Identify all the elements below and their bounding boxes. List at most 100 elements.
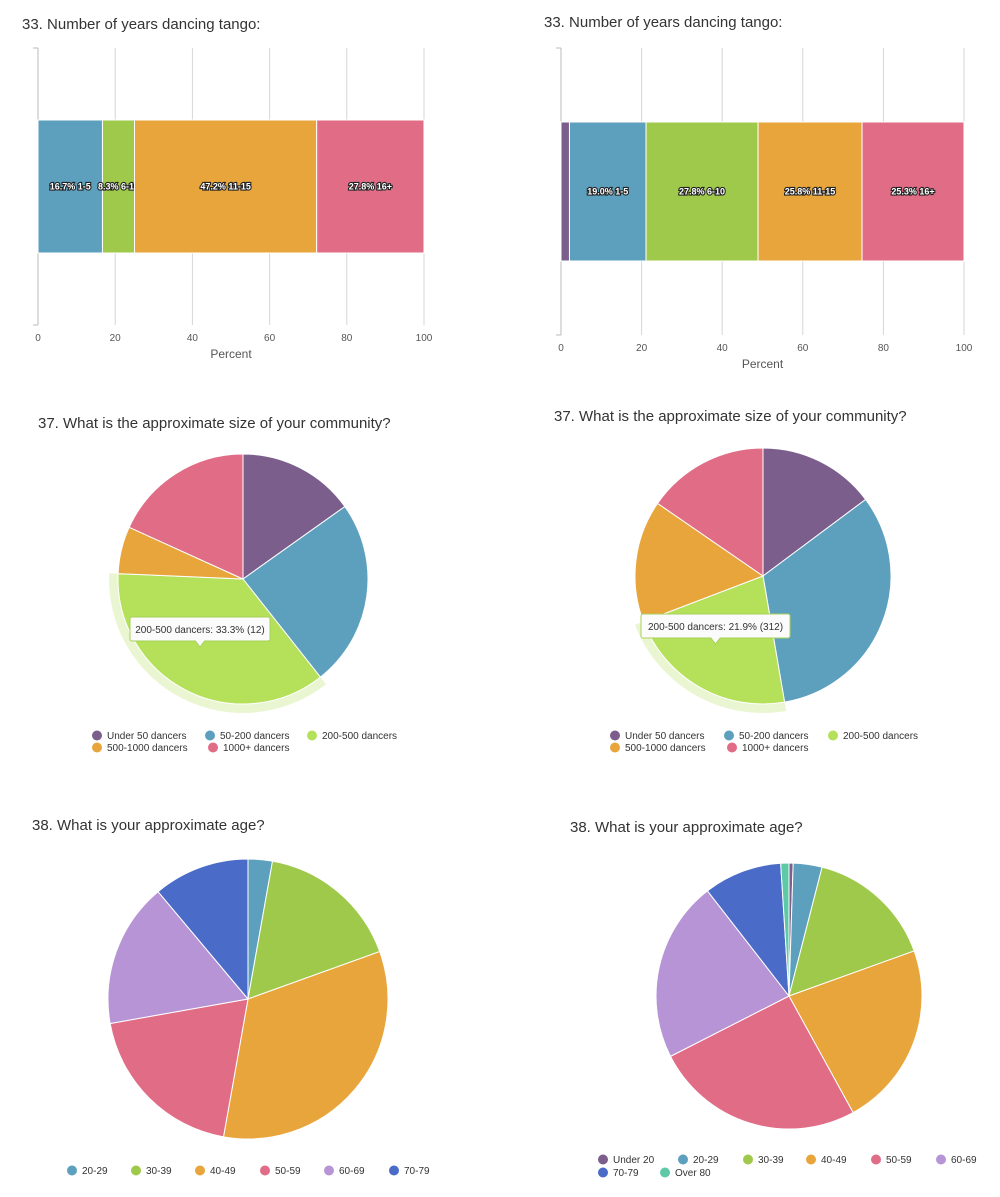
legend-label: 30-39 (758, 1155, 784, 1166)
chart-community-right: 37. What is the approximate size of your… (500, 400, 1000, 770)
pie-slice (762, 498, 892, 703)
x-tick-label: 40 (187, 333, 199, 344)
legend-label: Over 80 (675, 1168, 711, 1179)
legend-swatch (92, 742, 102, 753)
legend-label: Under 20 (613, 1155, 655, 1166)
legend-swatch (610, 742, 620, 753)
tooltip-text: 200-500 dancers: 33.3% (12) (135, 625, 265, 636)
legend-swatch (208, 742, 218, 753)
pie-slice (706, 862, 790, 998)
tooltip: 200-500 dancers: 33.3% (12) (129, 616, 271, 648)
chart-community-left: 37. What is the approximate size of your… (0, 400, 480, 770)
legend-swatch (660, 1167, 670, 1178)
bar-segment (645, 121, 759, 262)
legend-label: 70-79 (404, 1166, 430, 1177)
data-label: 19.0% 1-5 (587, 187, 628, 197)
legend-swatch (936, 1154, 946, 1165)
chart-title: 33. Number of years dancing tango: (544, 14, 783, 31)
data-label: 25.8% 11-15 (785, 187, 836, 197)
x-tick-label: 80 (878, 343, 890, 354)
legend-label: 40-49 (210, 1166, 236, 1177)
pie-slice (655, 890, 790, 1058)
chart-title: 37. What is the approximate size of your… (38, 415, 391, 432)
bar-chart-svg: 0 20 40 60 80 100 19.0% 1-5 27.8% 6-10 25.8% 11-… (556, 47, 973, 371)
pie-chart-svg: 200-500 dancers: 21.9% (312) Under 50 dan… (610, 447, 918, 754)
legend-swatch (205, 730, 215, 741)
legend-label: 200-500 dancers (843, 731, 918, 742)
data-label: 8.3% 6-10 (98, 182, 139, 192)
legend-swatch (828, 730, 838, 741)
legend-label: 60-69 (339, 1166, 365, 1177)
tooltip: 200-500 dancers: 21.9% (312) (640, 613, 791, 645)
pie-chart-svg: 20-29 30-39 40-49 50-59 60-69 70-79 (67, 858, 430, 1177)
legend-label: 60-69 (951, 1155, 977, 1166)
tooltip-text: 200-500 dancers: 21.9% (312) (648, 622, 783, 633)
pie-slice (157, 858, 249, 1001)
legend-swatch (389, 1165, 399, 1176)
bar-segment (37, 119, 103, 254)
legend-swatch (195, 1165, 205, 1176)
x-tick-label: 100 (956, 343, 973, 354)
x-tick-label: 20 (110, 333, 122, 344)
pie-slice (128, 453, 244, 580)
pie-slice (780, 862, 790, 997)
chart-title: 33. Number of years dancing tango: (22, 16, 261, 33)
data-label: 16.7% 1-5 (50, 182, 91, 192)
data-label: 27.8% 6-10 (679, 187, 725, 197)
legend-swatch (260, 1165, 270, 1176)
pie-chart-svg: Under 20 20-29 30-39 40-49 50-59 60-69 70-79 Ov… (598, 862, 977, 1179)
pie-slice (242, 505, 369, 678)
x-tick-label: 0 (35, 333, 41, 344)
pie-slice (242, 453, 346, 580)
legend-label: Under 50 dancers (625, 731, 705, 742)
pie-slice (107, 890, 249, 1025)
data-label: 25.3% 16+ (891, 187, 934, 197)
bar-segment (861, 121, 965, 262)
chart-years-left: 33. Number of years dancing tango: 0 20 40… (0, 0, 480, 380)
bar-segment (316, 119, 425, 254)
chart-title: 38. What is your approximate age? (570, 819, 803, 836)
x-tick-label: 0 (558, 343, 564, 354)
legend-label: 50-200 dancers (739, 731, 809, 742)
legend-label: 500-1000 dancers (625, 743, 706, 754)
x-tick-label: 100 (416, 333, 433, 344)
tooltip-pointer (194, 640, 206, 648)
bar-segment (568, 121, 647, 262)
legend-swatch (610, 730, 620, 741)
chart-age-left: 38. What is your approximate age? 20-29 3… (0, 805, 480, 1197)
tooltip-pointer (710, 637, 721, 645)
pie-slice (109, 998, 249, 1138)
legend-swatch (67, 1165, 77, 1176)
legend-label: 50-200 dancers (220, 731, 290, 742)
legend-label: 1000+ dancers (223, 743, 289, 754)
legend-swatch (324, 1165, 334, 1176)
x-tick-label: 80 (341, 333, 353, 344)
legend-swatch (727, 742, 737, 753)
pie-slice (788, 950, 923, 1114)
pie-slice (669, 995, 854, 1130)
bar-segment (757, 121, 863, 262)
x-axis-title: Percent (742, 357, 784, 371)
pie-slice (222, 950, 389, 1140)
legend-label: 200-500 dancers (322, 731, 397, 742)
legend-label: 70-79 (613, 1168, 639, 1179)
legend-swatch (92, 730, 102, 741)
chart-age-right: 38. What is your approximate age? Under … (500, 805, 1000, 1197)
legend-label: 20-29 (693, 1155, 719, 1166)
legend-swatch (307, 730, 317, 741)
pie-slice (634, 502, 765, 623)
legend-label: 500-1000 dancers (107, 743, 188, 754)
legend-label: 20-29 (82, 1166, 108, 1177)
legend-swatch (598, 1167, 608, 1178)
data-label: 27.8% 16+ (349, 182, 392, 192)
pie-slice (788, 866, 915, 997)
legend-label: 50-59 (886, 1155, 912, 1166)
x-tick-label: 60 (797, 343, 809, 354)
x-tick-label: 40 (717, 343, 729, 354)
x-tick-label: 20 (636, 343, 648, 354)
legend-swatch (806, 1154, 816, 1165)
legend-label: 40-49 (821, 1155, 847, 1166)
slice-halo (109, 573, 327, 713)
x-tick-label: 60 (264, 333, 276, 344)
chart-title: 38. What is your approximate age? (32, 817, 265, 834)
